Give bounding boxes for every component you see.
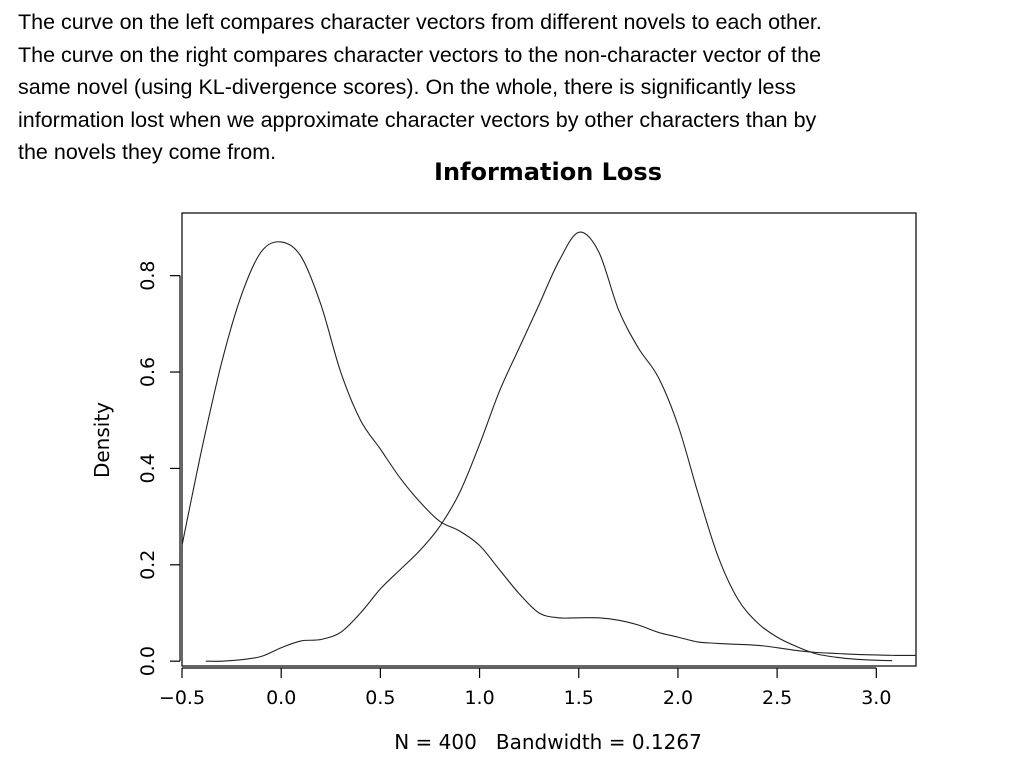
- y-axis-label: Density: [90, 402, 114, 478]
- caption-line: The curve on the right compares characte…: [18, 42, 822, 67]
- y-tick-label: 0.0: [137, 646, 159, 676]
- y-tick-label: 0.2: [137, 550, 159, 580]
- y-tick-label: 0.8: [137, 261, 159, 291]
- y-axis: 0.0 0.2 0.4 0.6 0.8: [137, 261, 181, 676]
- x-axis: −0.5 0.0 0.5 1.0 1.5 2.0 2.5 3.0: [159, 667, 891, 709]
- x-tick-label: 0.0: [266, 687, 296, 709]
- caption: The curve on the left compares character…: [18, 6, 1008, 169]
- caption-line: the novels they come from.: [18, 140, 277, 164]
- x-tick-label: 1.0: [464, 687, 494, 709]
- x-axis-label: N = 400 Bandwidth = 0.1267: [394, 730, 702, 754]
- x-tick-label: 1.5: [564, 687, 594, 709]
- x-tick-label: 2.0: [663, 687, 693, 709]
- caption-line: information lost when we approximate cha…: [18, 107, 817, 132]
- x-tick-label: 2.5: [762, 687, 792, 709]
- y-tick-label: 0.4: [137, 453, 159, 483]
- x-tick-label: 0.5: [365, 687, 395, 709]
- caption-line: The curve on the left compares character…: [18, 10, 822, 34]
- y-tick-label: 0.6: [137, 357, 159, 387]
- curves-group: [181, 231, 917, 662]
- density-curve-1: [181, 241, 917, 656]
- x-tick-label: 3.0: [861, 687, 891, 709]
- chart-title: Information Loss: [434, 158, 662, 186]
- plot-frame: [181, 212, 917, 667]
- x-tick-label: −0.5: [159, 687, 205, 709]
- density-curve-2: [205, 231, 893, 662]
- caption-line: same novel (using KL-divergence scores).…: [18, 75, 796, 99]
